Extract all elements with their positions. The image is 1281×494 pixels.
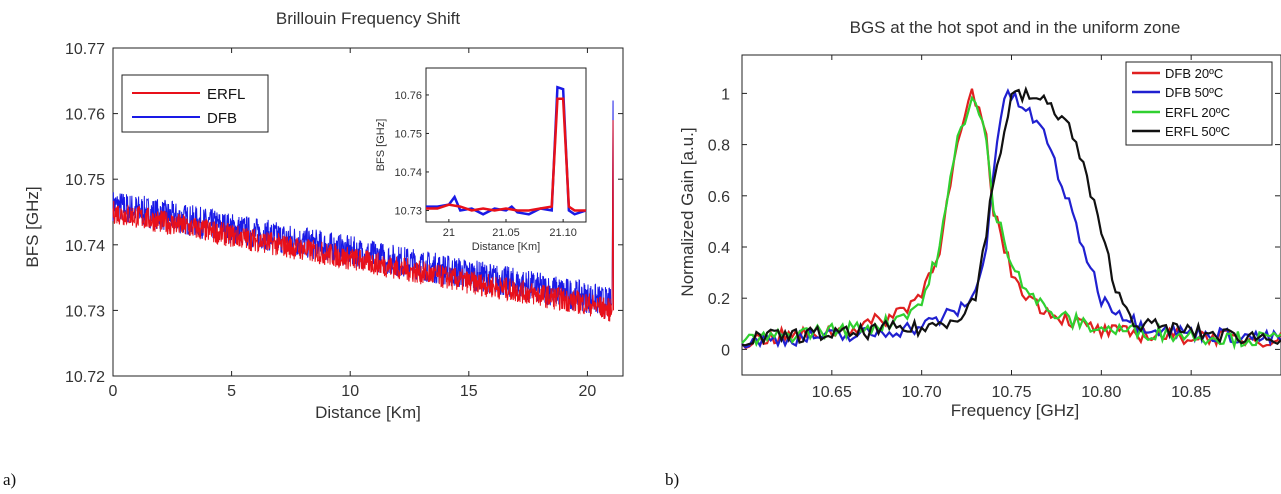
b-ytick-label: 1 xyxy=(721,86,730,103)
panel-a-title: Brillouin Frequency Shift xyxy=(276,9,461,28)
legend-label-erfl-50: ERFL 50ºC xyxy=(1165,124,1230,139)
inset-series xyxy=(426,85,587,216)
panel-a-inset: Distance [Km] BFS [GHz] 21 21.05 21.10 10.7… xyxy=(375,67,587,253)
a-ytick-label: 10.77 xyxy=(65,41,105,58)
a-series-line-erfl xyxy=(112,120,615,322)
a-ytick-label: 10.73 xyxy=(65,303,105,320)
panel-a-label: a) xyxy=(3,470,17,489)
panel-b-title: BGS at the hot spot and in the uniform z… xyxy=(850,18,1181,37)
b-xtick-label: 10.85 xyxy=(1171,384,1211,401)
panel-b-label: b) xyxy=(665,470,680,489)
a-xtick-label: 0 xyxy=(109,383,118,400)
panel-a-series xyxy=(112,100,615,322)
b-series-line-3 xyxy=(741,85,1281,347)
inset-frame xyxy=(425,67,587,223)
b-ytick-label: 0.8 xyxy=(708,138,730,155)
inset-xtick-label: 21 xyxy=(443,227,455,239)
panel-b-series xyxy=(741,85,1281,351)
a-ytick-label: 10.76 xyxy=(65,107,105,124)
panel-a-ticks: 0 5 10 15 20 10.72 10.73 10.74 10.75 10.76 10.77 xyxy=(65,41,623,400)
panel-a-legend: ERFL DFB xyxy=(121,74,269,133)
inset-ytick-label: 10.76 xyxy=(394,90,422,102)
b-ytick-label: 0 xyxy=(721,342,730,359)
panel-a-xlabel: Distance [Km] xyxy=(315,403,421,422)
legend-label-dfb-20: DFB 20ºC xyxy=(1165,66,1223,81)
legend-label-erfl: ERFL xyxy=(207,86,245,103)
inset-xlabel: Distance [Km] xyxy=(472,241,540,253)
inset-ytick-label: 10.74 xyxy=(394,167,422,179)
panel-b-legend: DFB 20ºC DFB 50ºC ERFL 20ºC ERFL 50ºC xyxy=(1125,61,1273,146)
legend-label-dfb-50: DFB 50ºC xyxy=(1165,85,1223,100)
panel-b-ylabel: Normalized Gain [a.u.] xyxy=(678,127,697,296)
inset-series-line-dfb xyxy=(426,85,587,216)
panel-b-xlabel: Frequency [GHz] xyxy=(951,401,1080,420)
b-xtick-label: 10.65 xyxy=(812,384,852,401)
panel-a-ylabel: BFS [GHz] xyxy=(23,186,42,267)
a-xtick-label: 20 xyxy=(579,383,597,400)
a-xtick-label: 10 xyxy=(341,383,359,400)
panel-a-legend-box xyxy=(121,74,269,133)
panel-a-chart: Brillouin Frequency Shift Distance [Km] … xyxy=(23,9,624,422)
b-ytick-label: 0.2 xyxy=(708,291,730,308)
b-xtick-label: 10.70 xyxy=(902,384,942,401)
b-ytick-label: 0.4 xyxy=(708,240,730,257)
legend-label-erfl-20: ERFL 20ºC xyxy=(1165,105,1230,120)
b-ytick-label: 0.6 xyxy=(708,189,730,206)
inset-ticks: 21 21.05 21.10 10.73 10.74 10.75 10.76 xyxy=(394,90,576,239)
b-xtick-label: 10.75 xyxy=(991,384,1031,401)
a-ytick-label: 10.72 xyxy=(65,369,105,386)
inset-xtick-label: 21.05 xyxy=(492,227,520,239)
inset-ytick-label: 10.73 xyxy=(394,205,422,217)
inset-ytick-label: 10.75 xyxy=(394,128,422,140)
a-xtick-label: 5 xyxy=(227,383,236,400)
legend-label-dfb: DFB xyxy=(207,110,237,127)
a-ytick-label: 10.75 xyxy=(65,172,105,189)
a-ytick-label: 10.74 xyxy=(65,238,105,255)
a-xtick-label: 15 xyxy=(460,383,478,400)
inset-ylabel: BFS [GHz] xyxy=(375,119,387,172)
inset-xtick-label: 21.10 xyxy=(549,227,577,239)
panel-b-ticks: 10.65 10.70 10.75 10.80 10.85 0 0.2 0.4 0.6 0.8 1 xyxy=(708,55,1280,401)
b-xtick-label: 10.80 xyxy=(1081,384,1121,401)
panel-b-chart: BGS at the hot spot and in the uniform z… xyxy=(678,18,1281,420)
inset-series-line-erfl xyxy=(426,97,586,212)
